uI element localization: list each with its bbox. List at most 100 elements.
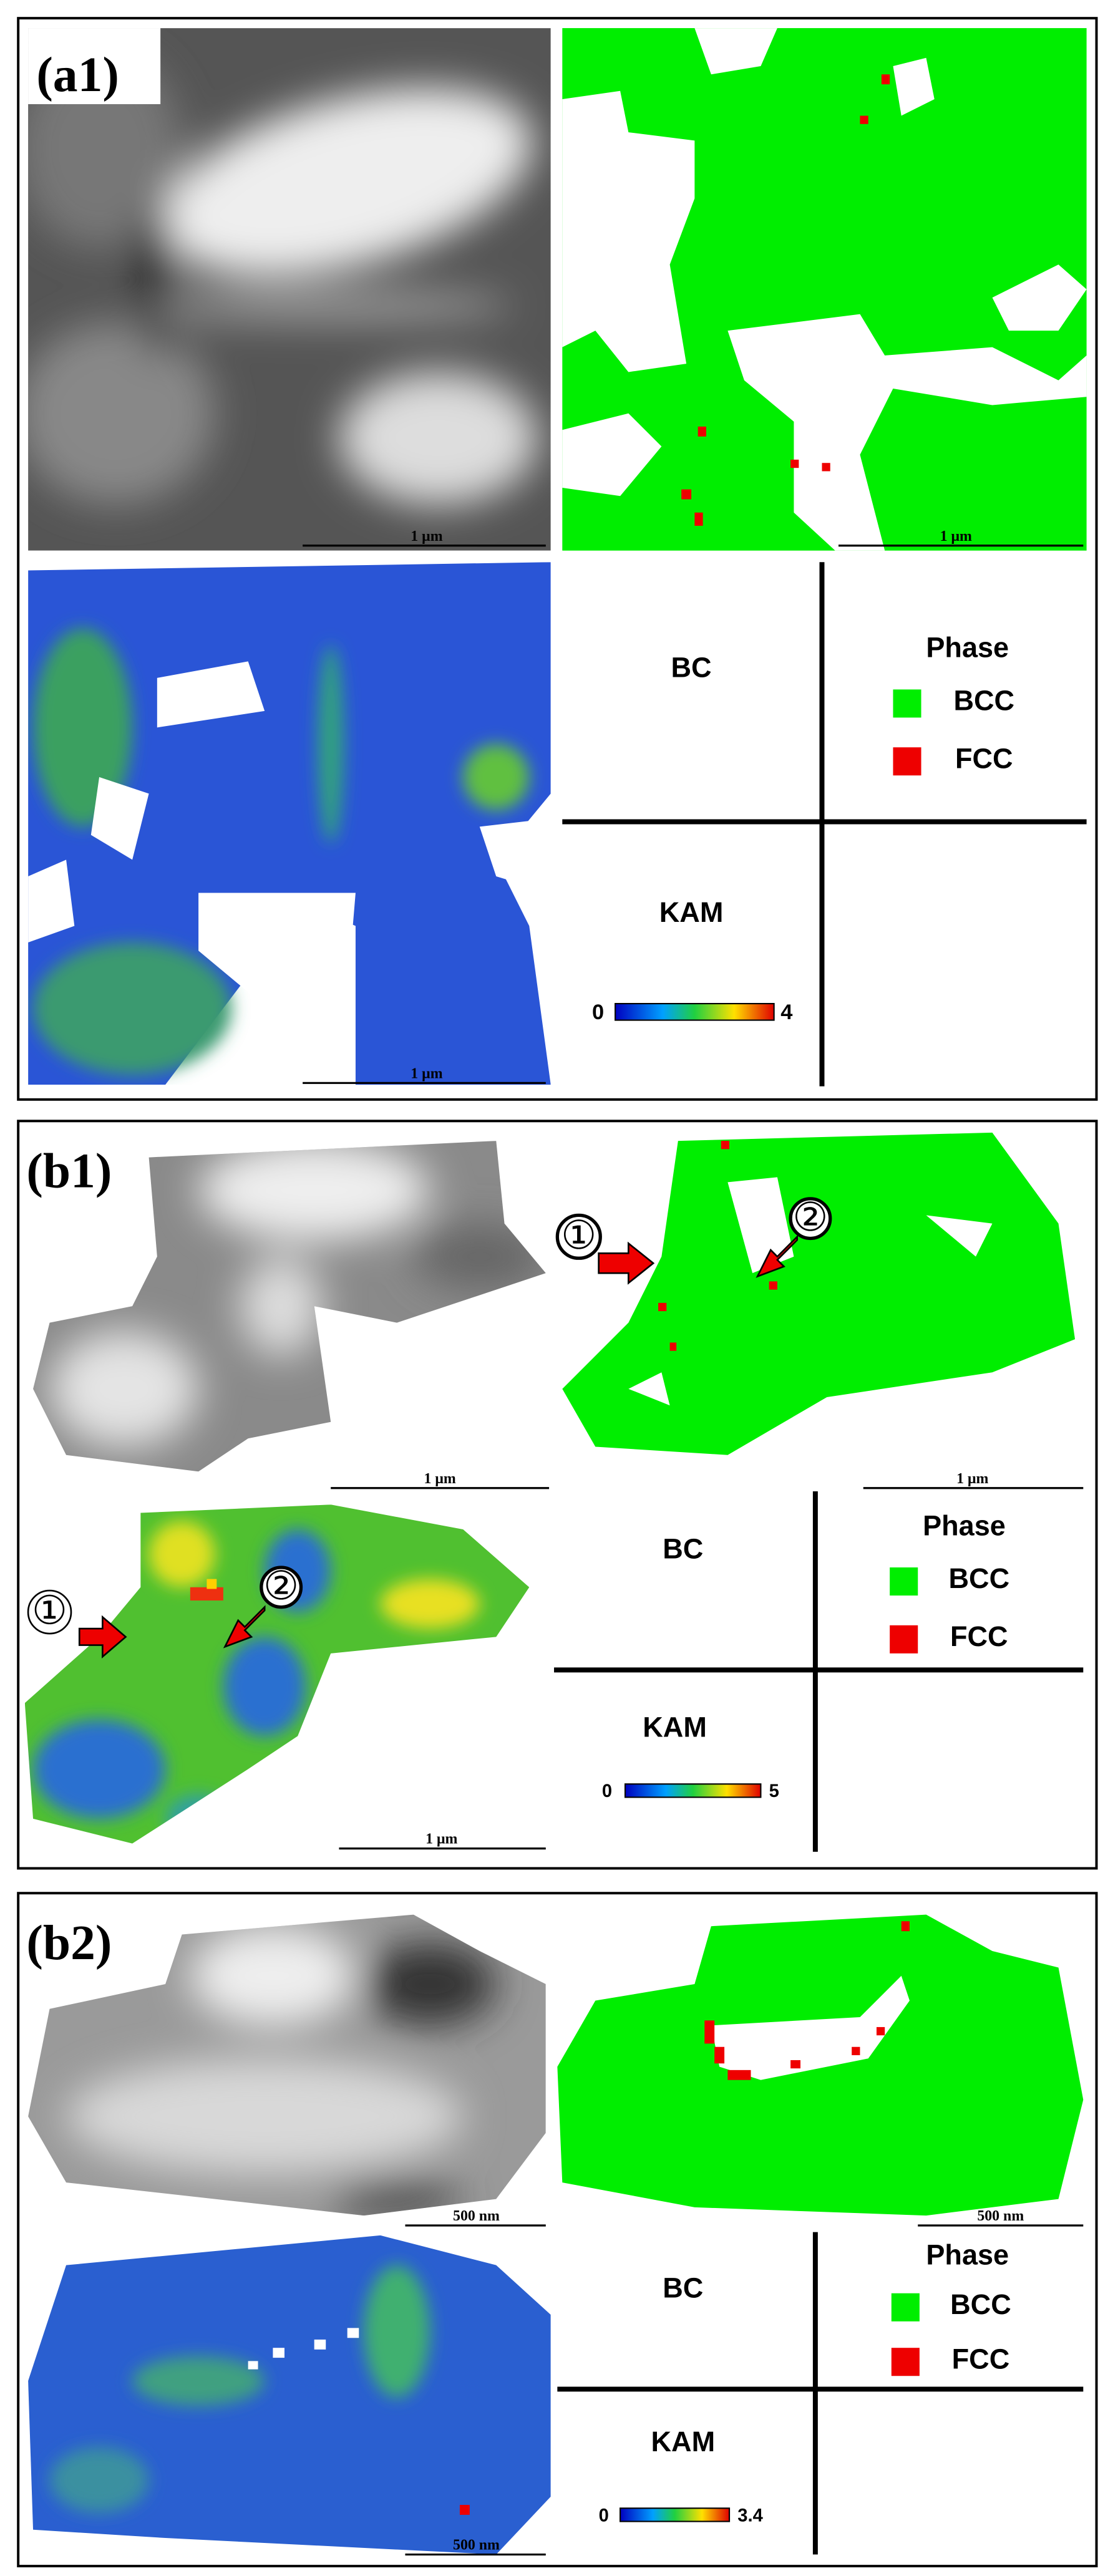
- scale-bar-label: 1 μm: [956, 1471, 988, 1487]
- colorbar-min: 0: [599, 2506, 609, 2525]
- legend-swatch: [891, 2348, 920, 2376]
- legend-kam: KAM: [643, 1712, 707, 1743]
- map-shape: [49, 2265, 430, 2514]
- map-shape: [240, 1256, 323, 1356]
- label-box: [28, 28, 161, 105]
- map-shape: [704, 2020, 715, 2044]
- map-shape: [721, 1141, 730, 1150]
- legend-swatch: [890, 1567, 918, 1596]
- map-shape: [339, 372, 538, 505]
- scale-bar-label: 1 μm: [940, 528, 972, 545]
- map-shape: [190, 1926, 356, 2026]
- map-shape: [694, 512, 703, 526]
- map-shape: [901, 1921, 910, 1932]
- colorbar-min: 0: [602, 1781, 612, 1801]
- legend-title: Phase: [926, 632, 1009, 664]
- kam-map: [28, 2235, 551, 2555]
- arrow: [598, 1241, 655, 1285]
- legend-title: Phase: [923, 1509, 1006, 1541]
- legend-label: FCC: [952, 2343, 1010, 2375]
- legend-bc: BC: [663, 1533, 703, 1564]
- legend-swatch: [893, 747, 921, 776]
- map-shape: [162, 88, 533, 276]
- legend-label: BCC: [950, 2288, 1011, 2320]
- map-shape: [190, 1587, 223, 1601]
- map-shape: [33, 628, 133, 827]
- map-shape: [881, 74, 890, 85]
- map-shape: [248, 2328, 359, 2370]
- scale-bar-label: 500 nm: [977, 2208, 1024, 2224]
- map-shape: [380, 1579, 480, 1629]
- map-shape: [66, 1926, 497, 2216]
- map-shape: [165, 1794, 232, 1844]
- marker: ①: [32, 1588, 67, 1634]
- marker-circle: [260, 1566, 303, 1609]
- map-shape: [681, 489, 692, 500]
- map-shape: [190, 1579, 223, 1601]
- phase-map: [557, 1914, 1084, 2216]
- legend-swatch: [891, 2293, 920, 2322]
- map-shape: [413, 1223, 546, 1290]
- map-shape: [727, 2070, 751, 2080]
- legend-label: FCC: [955, 742, 1013, 774]
- legend-label: BCC: [949, 1562, 1010, 1594]
- map-shape: [33, 942, 232, 1075]
- scale-bar-label: 1 μm: [411, 528, 442, 545]
- arrow: [756, 1234, 799, 1278]
- legend-label: FCC: [950, 1620, 1008, 1652]
- map-shape: [562, 90, 695, 372]
- map-shape: [314, 2339, 326, 2350]
- map-shape: [49, 2447, 149, 2514]
- panel-frame: [17, 17, 1098, 1101]
- map-shape: [727, 314, 1087, 551]
- map-shape: [669, 1342, 677, 1351]
- map-shape: [698, 426, 706, 437]
- panel-label: (a1): [36, 47, 119, 102]
- map-shape: [223, 1637, 306, 1736]
- marker-circle: [555, 1213, 602, 1260]
- map-shape: [317, 644, 344, 843]
- map-shape: [459, 2505, 470, 2515]
- colorbar-max: 5: [769, 1781, 779, 1801]
- arrow: [78, 1615, 127, 1659]
- kam-map: [24, 1504, 530, 1844]
- scale-bar-label: 1 μm: [424, 1471, 456, 1487]
- map-shape: [331, 2182, 464, 2216]
- map-shape: [562, 1132, 1076, 1455]
- map-shape: [28, 322, 215, 505]
- colorbar-max: 4: [780, 1000, 792, 1024]
- map-shape: [681, 74, 890, 526]
- map-shape: [207, 1579, 217, 1589]
- map-shape: [66, 2058, 464, 2174]
- marker-circle: [27, 1589, 72, 1635]
- panel-frame: [17, 1892, 1098, 2568]
- scale-bar-label: 500 nm: [453, 2537, 500, 2554]
- colorbar-max: 3.4: [737, 2506, 763, 2525]
- map-shape: [132, 2356, 265, 2406]
- legend-kam: KAM: [651, 2426, 716, 2457]
- legend-title: Phase: [926, 2239, 1009, 2270]
- map-shape: [790, 2060, 801, 2069]
- map-shape: [658, 1302, 667, 1312]
- map-shape: [852, 2046, 860, 2055]
- map-shape: [364, 1942, 497, 2026]
- map-shape: [49, 1141, 546, 1447]
- legend-kam: KAM: [659, 896, 724, 928]
- map-shape: [28, 661, 551, 1058]
- map-shape: [33, 628, 530, 1075]
- map-shape: [769, 1281, 777, 1290]
- legend-label: BCC: [953, 685, 1014, 717]
- map-shape: [33, 1521, 480, 1844]
- colorbar-min: 0: [592, 1000, 604, 1024]
- map-shape: [148, 293, 513, 319]
- colorbar: [615, 1002, 775, 1021]
- map-shape: [876, 2026, 885, 2036]
- bc-map: [28, 28, 551, 551]
- map-shape: [273, 2348, 284, 2358]
- map-shape: [822, 463, 830, 472]
- scale-bar-label: 1 μm: [411, 1065, 442, 1082]
- map-shape: [364, 2265, 430, 2398]
- phase-map: [562, 1132, 1076, 1455]
- map-shape: [347, 2328, 359, 2338]
